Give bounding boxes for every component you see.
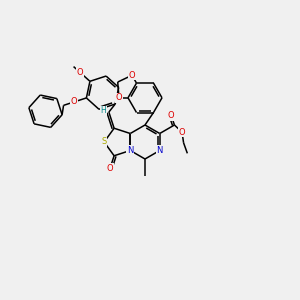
Text: N: N	[127, 146, 134, 155]
Text: O: O	[168, 111, 175, 120]
Text: O: O	[71, 98, 77, 106]
Text: O: O	[129, 71, 135, 80]
Text: N: N	[157, 146, 163, 155]
Text: O: O	[179, 128, 185, 137]
Text: O: O	[116, 93, 122, 102]
Text: S: S	[101, 137, 107, 146]
Text: O: O	[77, 68, 84, 77]
Text: H: H	[100, 106, 106, 115]
Text: O: O	[107, 164, 113, 172]
